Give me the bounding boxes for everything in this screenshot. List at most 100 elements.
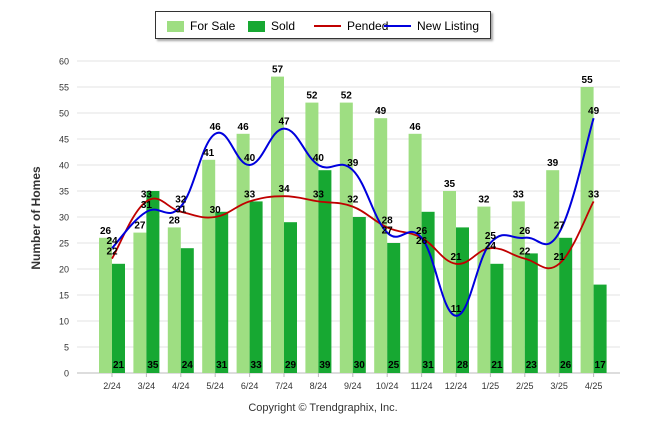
data-label-pended-3-25: 21: [554, 252, 566, 263]
chart-legend: For Sale Sold Pended New Listing: [155, 11, 491, 39]
bar-for-sale-12-24: [443, 191, 456, 373]
bar-for-sale-9-24: [339, 102, 353, 373]
line-pended: [111, 195, 595, 270]
x-tick-label-4-24: 4/24: [172, 381, 190, 391]
data-label-pended-4-24: 31: [175, 205, 187, 216]
legend-label-for-sale: For Sale: [190, 19, 236, 33]
data-label-sold-4-25: 17: [595, 360, 607, 371]
y-tick-label-5: 5: [64, 343, 69, 353]
bar-for-sale-8-24: [305, 102, 319, 373]
data-label-pended-4-25: 33: [588, 189, 600, 200]
data-label-for-sale-3-24: 27: [134, 221, 146, 232]
bar-sold-2-25: [524, 253, 538, 373]
x-tick-label-2-24: 2/24: [103, 381, 121, 391]
data-label-pended-2-25: 22: [519, 247, 531, 258]
legend-item-for-sale: For Sale: [167, 18, 235, 34]
copyright-text: Copyright © Trendgraphix, Inc.: [248, 402, 398, 414]
data-label-sold-10-24: 25: [388, 360, 400, 371]
legend-swatch-sold: [248, 20, 265, 32]
legend-swatch-pended: [314, 25, 341, 27]
bar-sold-2-24: [112, 263, 125, 373]
legend-item-new-listing: New Listing: [384, 18, 479, 34]
data-label-for-sale-2-25: 33: [513, 189, 525, 200]
data-label-for-sale-12-24: 35: [444, 179, 456, 190]
legend-label-pended: Pended: [347, 19, 389, 33]
data-label-for-sale-3-25: 39: [547, 158, 559, 169]
y-tick-label-25: 25: [59, 239, 69, 249]
x-tick-label-4-25: 4/25: [585, 381, 603, 391]
data-label-for-sale-2-24: 26: [100, 226, 112, 237]
bar-for-sale-6-24: [236, 133, 250, 373]
data-label-new-listing-8-24: 40: [313, 153, 325, 164]
data-label-pended-3-24: 33: [141, 189, 153, 200]
y-axis-title: Number of Homes: [29, 166, 43, 270]
y-tick-label-15: 15: [59, 291, 69, 301]
bar-for-sale-4-24: [167, 227, 181, 373]
x-tick-label-5-24: 5/24: [206, 381, 224, 391]
y-tick-label-40: 40: [59, 161, 69, 171]
bar-for-sale-11-24: [408, 133, 422, 373]
data-label-sold-8-24: 39: [319, 360, 331, 371]
bar-sold-4-24: [180, 248, 194, 373]
bar-for-sale-3-25: [546, 170, 560, 373]
bar-sold-8-24: [318, 170, 332, 373]
x-tick-label-1-25: 1/25: [482, 381, 500, 391]
data-label-new-listing-2-24: 24: [106, 236, 118, 247]
bar-sold-3-24: [146, 191, 160, 373]
data-label-sold-2-24: 21: [113, 360, 125, 371]
legend-item-pended: Pended: [314, 18, 388, 34]
data-label-new-listing-7-24: 47: [278, 117, 290, 128]
x-tick-label-7-24: 7/24: [275, 381, 293, 391]
data-label-pended-2-24: 22: [106, 247, 118, 258]
data-label-pended-9-24: 32: [347, 195, 359, 206]
y-tick-label-0: 0: [64, 369, 69, 379]
data-label-for-sale-1-25: 32: [478, 195, 490, 206]
x-tick-label-6-24: 6/24: [241, 381, 259, 391]
bar-sold-9-24: [352, 217, 366, 373]
bar-sold-12-24: [456, 227, 469, 373]
data-label-for-sale-8-24: 52: [306, 91, 318, 102]
data-label-pended-11-24: 26: [416, 236, 428, 247]
bar-for-sale-2-24: [99, 237, 112, 373]
y-tick-label-35: 35: [59, 187, 69, 197]
bar-sold-11-24: [421, 211, 435, 373]
y-tick-label-60: 60: [59, 57, 69, 67]
data-label-for-sale-6-24: 46: [238, 122, 250, 133]
legend-item-sold: Sold: [248, 18, 295, 34]
data-label-pended-10-24: 28: [382, 215, 394, 226]
data-label-new-listing-3-25: 27: [554, 221, 566, 232]
data-label-sold-7-24: 29: [285, 360, 297, 371]
x-tick-label-10-24: 10/24: [376, 381, 399, 391]
data-label-for-sale-4-24: 28: [169, 215, 181, 226]
data-label-sold-3-24: 35: [147, 360, 159, 371]
line-new-listing: [111, 117, 595, 317]
data-label-sold-2-25: 23: [526, 360, 538, 371]
data-label-sold-5-24: 31: [216, 360, 228, 371]
data-label-new-listing-10-24: 27: [382, 225, 394, 236]
bar-sold-4-25: [593, 284, 607, 373]
data-label-new-listing-1-25: 25: [485, 231, 497, 242]
bar-for-sale-2-25: [511, 201, 525, 373]
data-label-new-listing-9-24: 39: [347, 158, 359, 169]
data-label-pended-12-24: 21: [450, 252, 462, 263]
data-label-sold-1-25: 21: [491, 360, 503, 371]
data-label-new-listing-11-24: 26: [416, 226, 428, 237]
data-label-sold-3-25: 26: [560, 360, 572, 371]
data-label-sold-11-24: 31: [423, 360, 435, 371]
data-label-sold-12-24: 28: [457, 360, 469, 371]
data-label-sold-6-24: 33: [251, 360, 263, 371]
bar-for-sale-7-24: [271, 76, 284, 373]
bar-sold-1-25: [490, 263, 504, 373]
data-label-for-sale-9-24: 52: [341, 91, 353, 102]
data-label-new-listing-4-24: 32: [175, 195, 187, 206]
x-tick-label-3-24: 3/24: [138, 381, 156, 391]
data-label-for-sale-5-24: 41: [203, 148, 215, 159]
y-tick-label-10: 10: [59, 317, 69, 327]
data-label-pended-5-24: 30: [210, 205, 222, 216]
data-label-for-sale-4-25: 55: [582, 75, 594, 86]
data-label-pended-1-25: 24: [485, 241, 497, 252]
data-label-pended-7-24: 34: [278, 184, 290, 195]
y-tick-label-20: 20: [59, 265, 69, 275]
data-label-sold-4-24: 24: [182, 360, 194, 371]
data-label-pended-6-24: 33: [244, 189, 256, 200]
